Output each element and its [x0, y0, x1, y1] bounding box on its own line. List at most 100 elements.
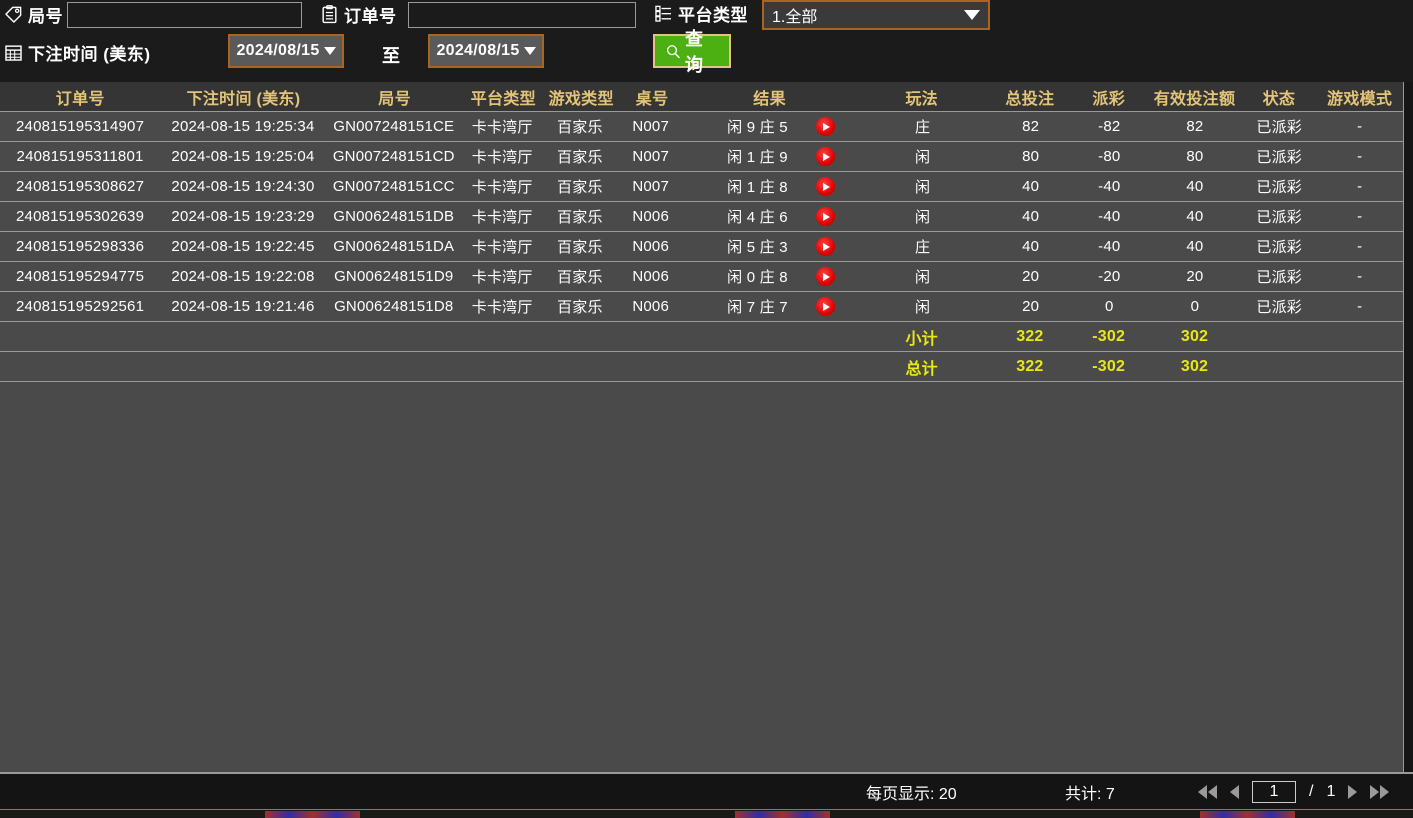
cell-blank	[463, 322, 544, 351]
cell-play: 闲	[915, 179, 931, 196]
table-row[interactable]: 240815195294775 2024-08-15 19:22:08 GN0062…	[0, 262, 1403, 292]
column-header-payout[interactable]: 派彩	[1092, 90, 1125, 108]
next-page-button[interactable]	[1348, 785, 1358, 799]
play-circle-icon[interactable]	[815, 207, 835, 226]
last-page-button[interactable]	[1370, 785, 1390, 799]
query-button[interactable]: 查询	[653, 29, 731, 75]
result-text: 闲 1 庄 9	[727, 149, 788, 166]
column-header-platform[interactable]: 平台类型	[470, 90, 536, 108]
table-row[interactable]: 240815195298336 2024-08-15 19:22:45 GN0062…	[0, 232, 1403, 262]
cell-result: 闲 1 庄 8	[684, 172, 855, 201]
date-to-value: 2024/08/15	[436, 42, 520, 59]
bet-time-field: 下注时间 (美东)	[4, 40, 151, 65]
column-header-valid-bet[interactable]: 有效投注额	[1153, 90, 1236, 108]
table-row[interactable]: 240815195302639 2024-08-15 19:23:29 GN0062…	[0, 202, 1403, 232]
page-number-input[interactable]	[1252, 781, 1296, 803]
date-range-separator: 至	[382, 46, 400, 66]
column-header-status[interactable]: 状态	[1262, 90, 1296, 108]
play-circle-icon[interactable]	[815, 267, 835, 286]
search-icon	[666, 44, 680, 58]
total-records-label: 共计:	[1065, 786, 1102, 803]
play-circle-icon[interactable]	[815, 147, 835, 166]
platform-type-select[interactable]: 1.全部	[762, 0, 990, 30]
cell-total-bet: 40	[1022, 238, 1040, 255]
double-chevron-left-icon	[1198, 785, 1207, 799]
cell-round-no: GN006248151D8	[334, 298, 454, 315]
table-row[interactable]: 240815195308627 2024-08-15 19:24:30 GN0072…	[0, 172, 1403, 202]
cell-total-bet: 80	[1022, 148, 1040, 165]
pager-controls: / 1	[1198, 781, 1390, 803]
cell-game-mode: -	[1357, 208, 1363, 225]
cell-summary-total-bet: 322	[1016, 327, 1044, 345]
cell-blank	[686, 322, 854, 351]
round-number-input[interactable]	[67, 2, 302, 28]
cell-game-mode: -	[1357, 118, 1363, 135]
column-header-order-no[interactable]: 订单号	[55, 90, 105, 108]
column-header-table-no[interactable]: 桌号	[635, 90, 669, 108]
column-header-play[interactable]: 玩法	[905, 90, 938, 108]
column-header-result[interactable]: 结果	[753, 90, 786, 108]
cell-blank	[618, 322, 685, 351]
result-text: 闲 1 庄 8	[727, 179, 788, 196]
cell-blank	[160, 322, 326, 351]
cell-order-no: 240815195298336	[15, 238, 145, 255]
result-text: 闲 7 庄 7	[727, 299, 788, 316]
cell-game-mode: -	[1357, 268, 1363, 285]
cell-payout: -80	[1098, 148, 1121, 165]
cell-order-no: 240815195311801	[16, 148, 144, 165]
cell-valid-bet: 40	[1186, 238, 1204, 255]
summary-row: 小计 322 -302 302	[0, 322, 1403, 352]
play-circle-icon[interactable]	[815, 117, 835, 136]
column-header-round-no[interactable]: 局号	[378, 90, 411, 108]
per-page-label: 每页显示:	[866, 786, 935, 803]
total-records-value: 7	[1105, 786, 1115, 803]
total-records-display: 共计: 7	[1065, 780, 1115, 804]
play-circle-icon[interactable]	[815, 297, 835, 316]
cell-bet-time: 2024-08-15 19:22:08	[171, 268, 315, 285]
table-row[interactable]: 240815195292561 2024-08-15 19:21:46 GN0062…	[0, 292, 1403, 322]
cell-blank	[544, 352, 619, 381]
double-chevron-right-icon	[1380, 785, 1390, 799]
cell-payout: -40	[1098, 208, 1121, 225]
cell-blank	[1242, 322, 1317, 351]
column-header-bet-time[interactable]: 下注时间 (美东)	[186, 90, 301, 108]
cell-blank	[327, 352, 463, 381]
prev-page-button[interactable]	[1230, 785, 1239, 799]
cell-result: 闲 7 庄 7	[684, 292, 855, 321]
table-row[interactable]: 240815195314907 2024-08-15 19:25:34 GN0072…	[0, 112, 1403, 142]
first-page-button[interactable]	[1198, 785, 1217, 799]
cell-order-no: 240815195302639	[15, 208, 145, 225]
cell-game-mode: -	[1357, 148, 1363, 165]
play-circle-icon[interactable]	[815, 237, 835, 256]
cell-platform: 卡卡湾厅	[471, 239, 533, 256]
cell-round-no: GN006248151DA	[333, 238, 455, 255]
date-to-picker[interactable]: 2024/08/15	[428, 34, 544, 68]
platform-type-field: 平台类型	[654, 1, 748, 26]
tag-icon	[5, 6, 22, 23]
query-button-label: 查询	[685, 29, 704, 75]
cell-summary-valid-bet: 302	[1180, 357, 1209, 375]
play-circle-icon[interactable]	[815, 177, 835, 196]
cell-game-type: 百家乐	[557, 149, 603, 166]
date-from-picker[interactable]: 2024/08/15	[228, 34, 344, 68]
table-empty-area	[0, 382, 1403, 753]
cell-game-type: 百家乐	[557, 239, 603, 256]
cell-status: 已派彩	[1256, 149, 1302, 166]
cell-platform: 卡卡湾厅	[471, 149, 533, 166]
column-header-game-type[interactable]: 游戏类型	[548, 90, 614, 108]
cell-platform: 卡卡湾厅	[471, 299, 533, 316]
cell-total-bet: 20	[1022, 298, 1040, 315]
cell-table-no: N007	[632, 178, 669, 195]
cell-platform: 卡卡湾厅	[471, 269, 533, 286]
table-row[interactable]: 240815195311801 2024-08-15 19:25:04 GN0072…	[0, 142, 1403, 172]
column-header-game-mode[interactable]: 游戏模式	[1327, 90, 1393, 108]
cell-bet-time: 2024-08-15 19:22:45	[171, 238, 315, 255]
column-header-total-bet[interactable]: 总投注	[1005, 90, 1055, 108]
cell-bet-time: 2024-08-15 19:23:29	[171, 208, 315, 225]
order-number-input[interactable]	[408, 2, 636, 28]
cell-status: 已派彩	[1256, 179, 1302, 196]
table-body: 240815195314907 2024-08-15 19:25:34 GN0072…	[0, 112, 1403, 382]
pagination-bar: 每页显示: 20 共计: 7 / 1	[0, 772, 1413, 810]
order-number-label: 订单号	[344, 7, 397, 26]
cell-bet-time: 2024-08-15 19:25:34	[171, 118, 315, 135]
